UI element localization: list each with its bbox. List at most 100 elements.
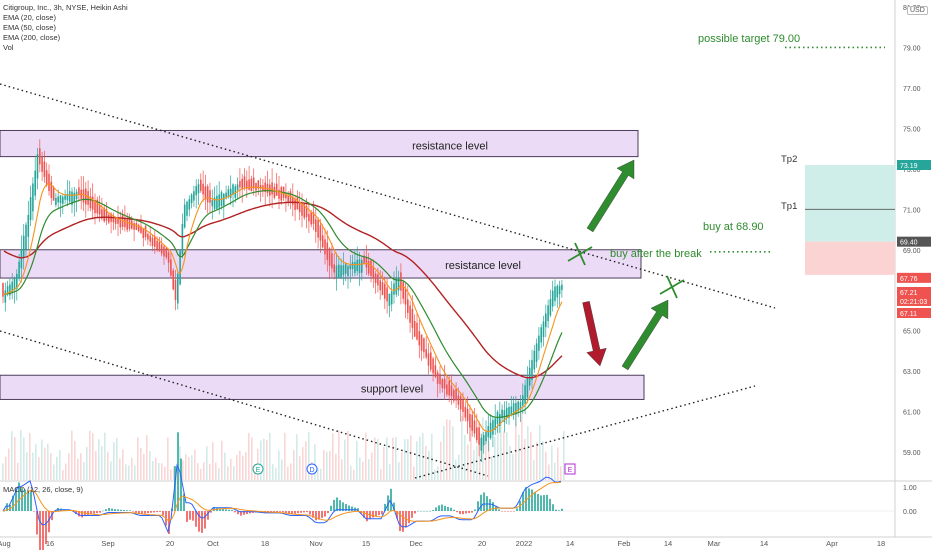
- macd-histogram-bar: [462, 511, 464, 515]
- volume-bar: [32, 452, 34, 480]
- price-badge-label: 69.40: [900, 240, 918, 247]
- candle-body: [200, 179, 202, 191]
- volume-bar: [77, 458, 79, 480]
- macd-histogram-bar: [528, 488, 530, 511]
- main-pane[interactable]: [0, 0, 895, 480]
- candle-body: [482, 435, 485, 446]
- tp2-label: Tp2: [781, 154, 797, 165]
- volume-bar: [215, 462, 217, 480]
- candle-body: [225, 192, 227, 199]
- candle-body: [289, 191, 292, 204]
- candle-body: [211, 200, 214, 207]
- ema50-label[interactable]: EMA (50, close): [3, 23, 56, 32]
- volume-bar: [488, 441, 490, 480]
- volume-bar: [110, 461, 112, 480]
- candle-body: [32, 183, 34, 212]
- macd-histogram-bar: [240, 511, 242, 516]
- macd-histogram-bar: [189, 511, 191, 520]
- price-badge: [897, 236, 931, 247]
- annotation-arrows[interactable]: [567, 159, 685, 371]
- macd-histogram-bar: [192, 511, 194, 521]
- candle-body: [48, 173, 50, 191]
- macd-histogram-bar: [228, 509, 230, 511]
- volume-bar: [386, 437, 388, 480]
- vol-label[interactable]: Vol: [3, 43, 14, 52]
- macd-histogram-bar: [459, 511, 461, 515]
- candle-body: [425, 349, 427, 358]
- macd-histogram-bar: [522, 492, 524, 511]
- macd-legend[interactable]: MACD (12, 26, close, 9): [3, 485, 84, 494]
- volume-bar: [470, 425, 472, 480]
- candle-body: [13, 278, 16, 290]
- macd-histogram-bar: [117, 509, 119, 511]
- macd-histogram-bar: [15, 488, 17, 511]
- macd-histogram-bar: [243, 511, 245, 515]
- candle-body: [476, 427, 478, 441]
- candle-body: [538, 335, 540, 351]
- macd-histogram-bar: [276, 511, 278, 512]
- candle-body: [335, 265, 338, 278]
- candle-body: [82, 189, 85, 203]
- candle-body: [386, 287, 388, 302]
- volume-bar: [536, 442, 538, 480]
- candle-body: [246, 180, 248, 189]
- macd-histogram-bar: [99, 511, 101, 513]
- candle-body: [367, 260, 370, 274]
- candle-body: [395, 277, 398, 295]
- candle-body: [20, 249, 23, 269]
- macd-histogram-bar: [438, 505, 440, 511]
- macd-axis-tick: 1.00: [903, 485, 917, 492]
- candle-body: [183, 204, 186, 228]
- price-axis[interactable]: 81.0079.0077.0075.0073.0071.0069.0067.00…: [897, 5, 931, 516]
- candle-body: [172, 270, 174, 290]
- macd-histogram-bar: [198, 511, 200, 532]
- macd-histogram-bar: [426, 510, 428, 512]
- macd-histogram-bar: [456, 511, 458, 513]
- candle-body: [370, 260, 372, 276]
- candle-body: [250, 178, 253, 192]
- macd-histogram-bar: [489, 499, 491, 511]
- trend-lines[interactable]: [0, 46, 885, 479]
- event-marker-label: D: [309, 467, 314, 474]
- macd-histogram-bar: [237, 511, 239, 515]
- price-axis-tick: 63.00: [903, 369, 921, 376]
- volume-bar: [446, 419, 448, 480]
- volume-bar: [392, 437, 394, 480]
- time-axis[interactable]: Aug 16 Sep 20 Oct 18 Nov 15 Dec 20 2022 14 Feb 14 Mar 1…: [0, 539, 885, 548]
- volume-bar: [521, 411, 523, 480]
- volume-bar: [410, 435, 412, 480]
- volume-bar: [17, 462, 19, 480]
- symbol-title[interactable]: Citigroup, Inc., 3h, NYSE, Heikin Ashi: [3, 3, 128, 12]
- volume-bar: [161, 463, 163, 480]
- volume-bar: [383, 447, 385, 480]
- candle-body: [430, 352, 432, 370]
- macd-histogram-bar: [126, 510, 128, 511]
- volume-bar: [296, 434, 298, 480]
- candle-body: [409, 305, 411, 323]
- ema200-label[interactable]: EMA (200, close): [3, 33, 61, 42]
- volume-bar: [14, 437, 16, 480]
- annotation-texts: resistance level resistance level support …: [361, 33, 800, 395]
- volume-bar: [341, 459, 343, 480]
- volume-bar: [563, 431, 565, 480]
- volume-bar: [170, 469, 172, 480]
- candle-body: [241, 178, 243, 190]
- volume-bar: [218, 468, 220, 480]
- candle-body: [108, 214, 110, 223]
- macd-histogram-bar: [93, 511, 95, 514]
- macd-histogram-bar: [24, 489, 26, 511]
- candle-body: [326, 242, 329, 260]
- macd-histogram-bar: [543, 495, 545, 511]
- currency-badge[interactable]: USD: [907, 6, 928, 15]
- candle-body: [292, 196, 294, 205]
- signal-line: [2, 481, 562, 522]
- macd-histogram-bar: [339, 500, 341, 511]
- long-position-tool[interactable]: [805, 164, 895, 275]
- macd-histogram-bar: [447, 506, 449, 511]
- macd-axis-tick: 0.00: [903, 509, 917, 516]
- candle-body: [340, 265, 342, 279]
- volume-bar: [173, 466, 175, 480]
- ema20-label[interactable]: EMA (20, close): [3, 13, 56, 22]
